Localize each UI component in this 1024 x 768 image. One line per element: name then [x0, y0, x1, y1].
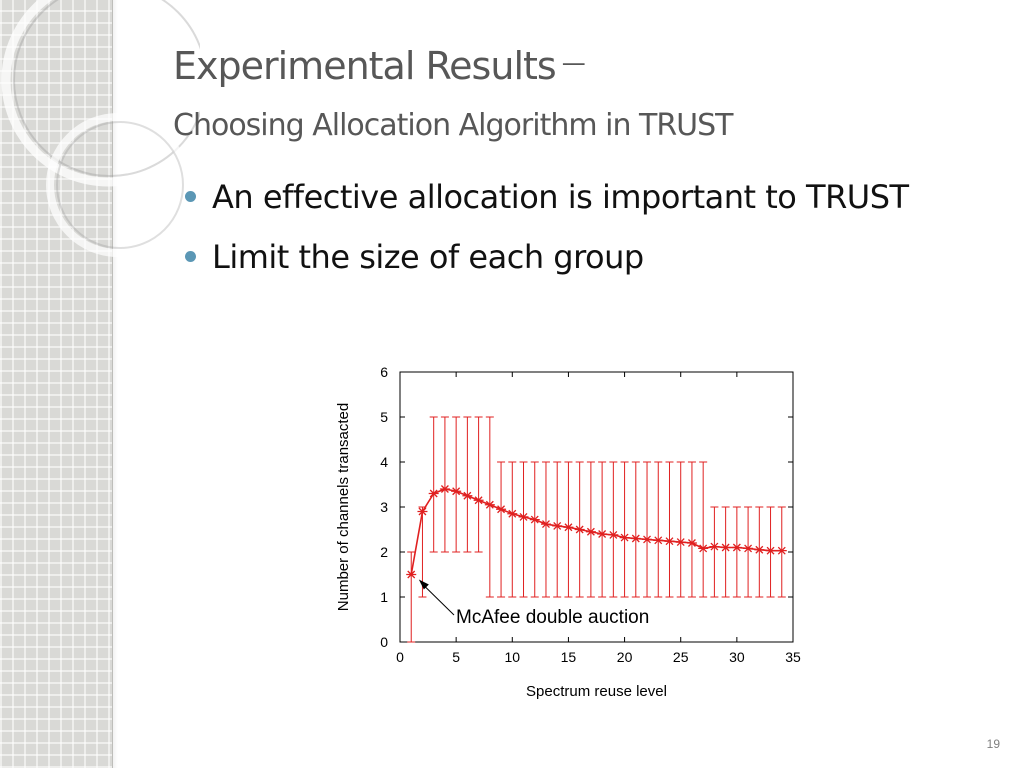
data-point	[417, 507, 428, 516]
data-point	[473, 496, 484, 505]
bullet-icon	[185, 251, 196, 262]
y-tick-label: 6	[380, 364, 388, 380]
data-point	[518, 512, 529, 521]
data-point	[597, 530, 608, 538]
data-point	[720, 543, 731, 552]
data-point	[451, 487, 462, 496]
data-point	[540, 520, 551, 529]
x-tick-label: 25	[673, 649, 689, 665]
x-tick-label: 35	[785, 649, 801, 665]
bullet-text: Limit the size of each group	[212, 238, 644, 276]
data-point	[686, 539, 697, 547]
data-point	[484, 500, 495, 509]
data-point	[529, 515, 540, 524]
data-point	[642, 535, 653, 544]
data-point	[664, 537, 675, 546]
x-tick-label: 30	[729, 649, 745, 665]
title-text: Experimental Results	[173, 44, 557, 88]
data-point	[428, 489, 439, 498]
x-axis-label: Spectrum reuse level	[526, 683, 667, 700]
data-point	[406, 570, 417, 579]
x-tick-label: 5	[452, 649, 460, 665]
data-point	[675, 538, 686, 547]
data-point	[462, 491, 473, 500]
annotation-arrow	[420, 582, 455, 616]
y-tick-label: 0	[380, 634, 388, 650]
data-point	[563, 523, 574, 532]
data-point	[496, 505, 507, 514]
title-dash: —	[561, 49, 586, 77]
y-tick-label: 1	[380, 589, 388, 605]
bullet-text: An effective allocation is important to …	[212, 178, 909, 216]
data-point	[743, 544, 754, 553]
annotation-arrowhead	[418, 579, 429, 590]
slide-title: Experimental Results —	[173, 44, 586, 88]
data-point	[698, 544, 709, 553]
data-point	[574, 525, 585, 534]
x-tick-label: 15	[561, 649, 577, 665]
data-point	[653, 536, 664, 545]
data-point	[552, 521, 563, 530]
slide-subtitle: Choosing Allocation Algorithm in TRUST	[173, 108, 733, 143]
data-point	[619, 533, 630, 542]
series-line	[410, 488, 782, 575]
x-tick-label: 10	[504, 649, 520, 665]
data-point	[765, 546, 776, 555]
bullet-item: An effective allocation is important to …	[180, 172, 940, 222]
y-axis-label: Number of channels transacted	[335, 403, 352, 611]
data-point	[754, 545, 765, 554]
data-point	[507, 509, 518, 518]
data-point	[731, 543, 742, 552]
sidebar-shadow	[112, 0, 118, 768]
data-point	[585, 527, 596, 536]
bullet-list: An effective allocation is important to …	[180, 172, 940, 292]
data-point	[776, 546, 787, 555]
x-tick-label: 0	[396, 649, 404, 665]
data-point	[439, 485, 450, 493]
data-point	[608, 530, 619, 539]
line-chart: 0 5 10 15 20 25 30 35 0 1 2 3 4 5 6 Spectrum reuse leve…	[335, 364, 801, 700]
x-tick-label: 20	[617, 649, 633, 665]
bullet-icon	[185, 191, 196, 202]
data-point	[630, 534, 641, 543]
y-tick-label: 2	[380, 544, 388, 560]
y-tick-label: 5	[380, 409, 388, 425]
page-number: 19	[986, 737, 1000, 751]
y-tick-label: 4	[380, 454, 388, 470]
annotation-label: McAfee double auction	[456, 607, 649, 628]
y-tick-label: 3	[380, 499, 388, 515]
data-point	[709, 542, 720, 551]
bullet-item: Limit the size of each group	[180, 232, 940, 282]
decorative-circles	[1, 0, 200, 257]
